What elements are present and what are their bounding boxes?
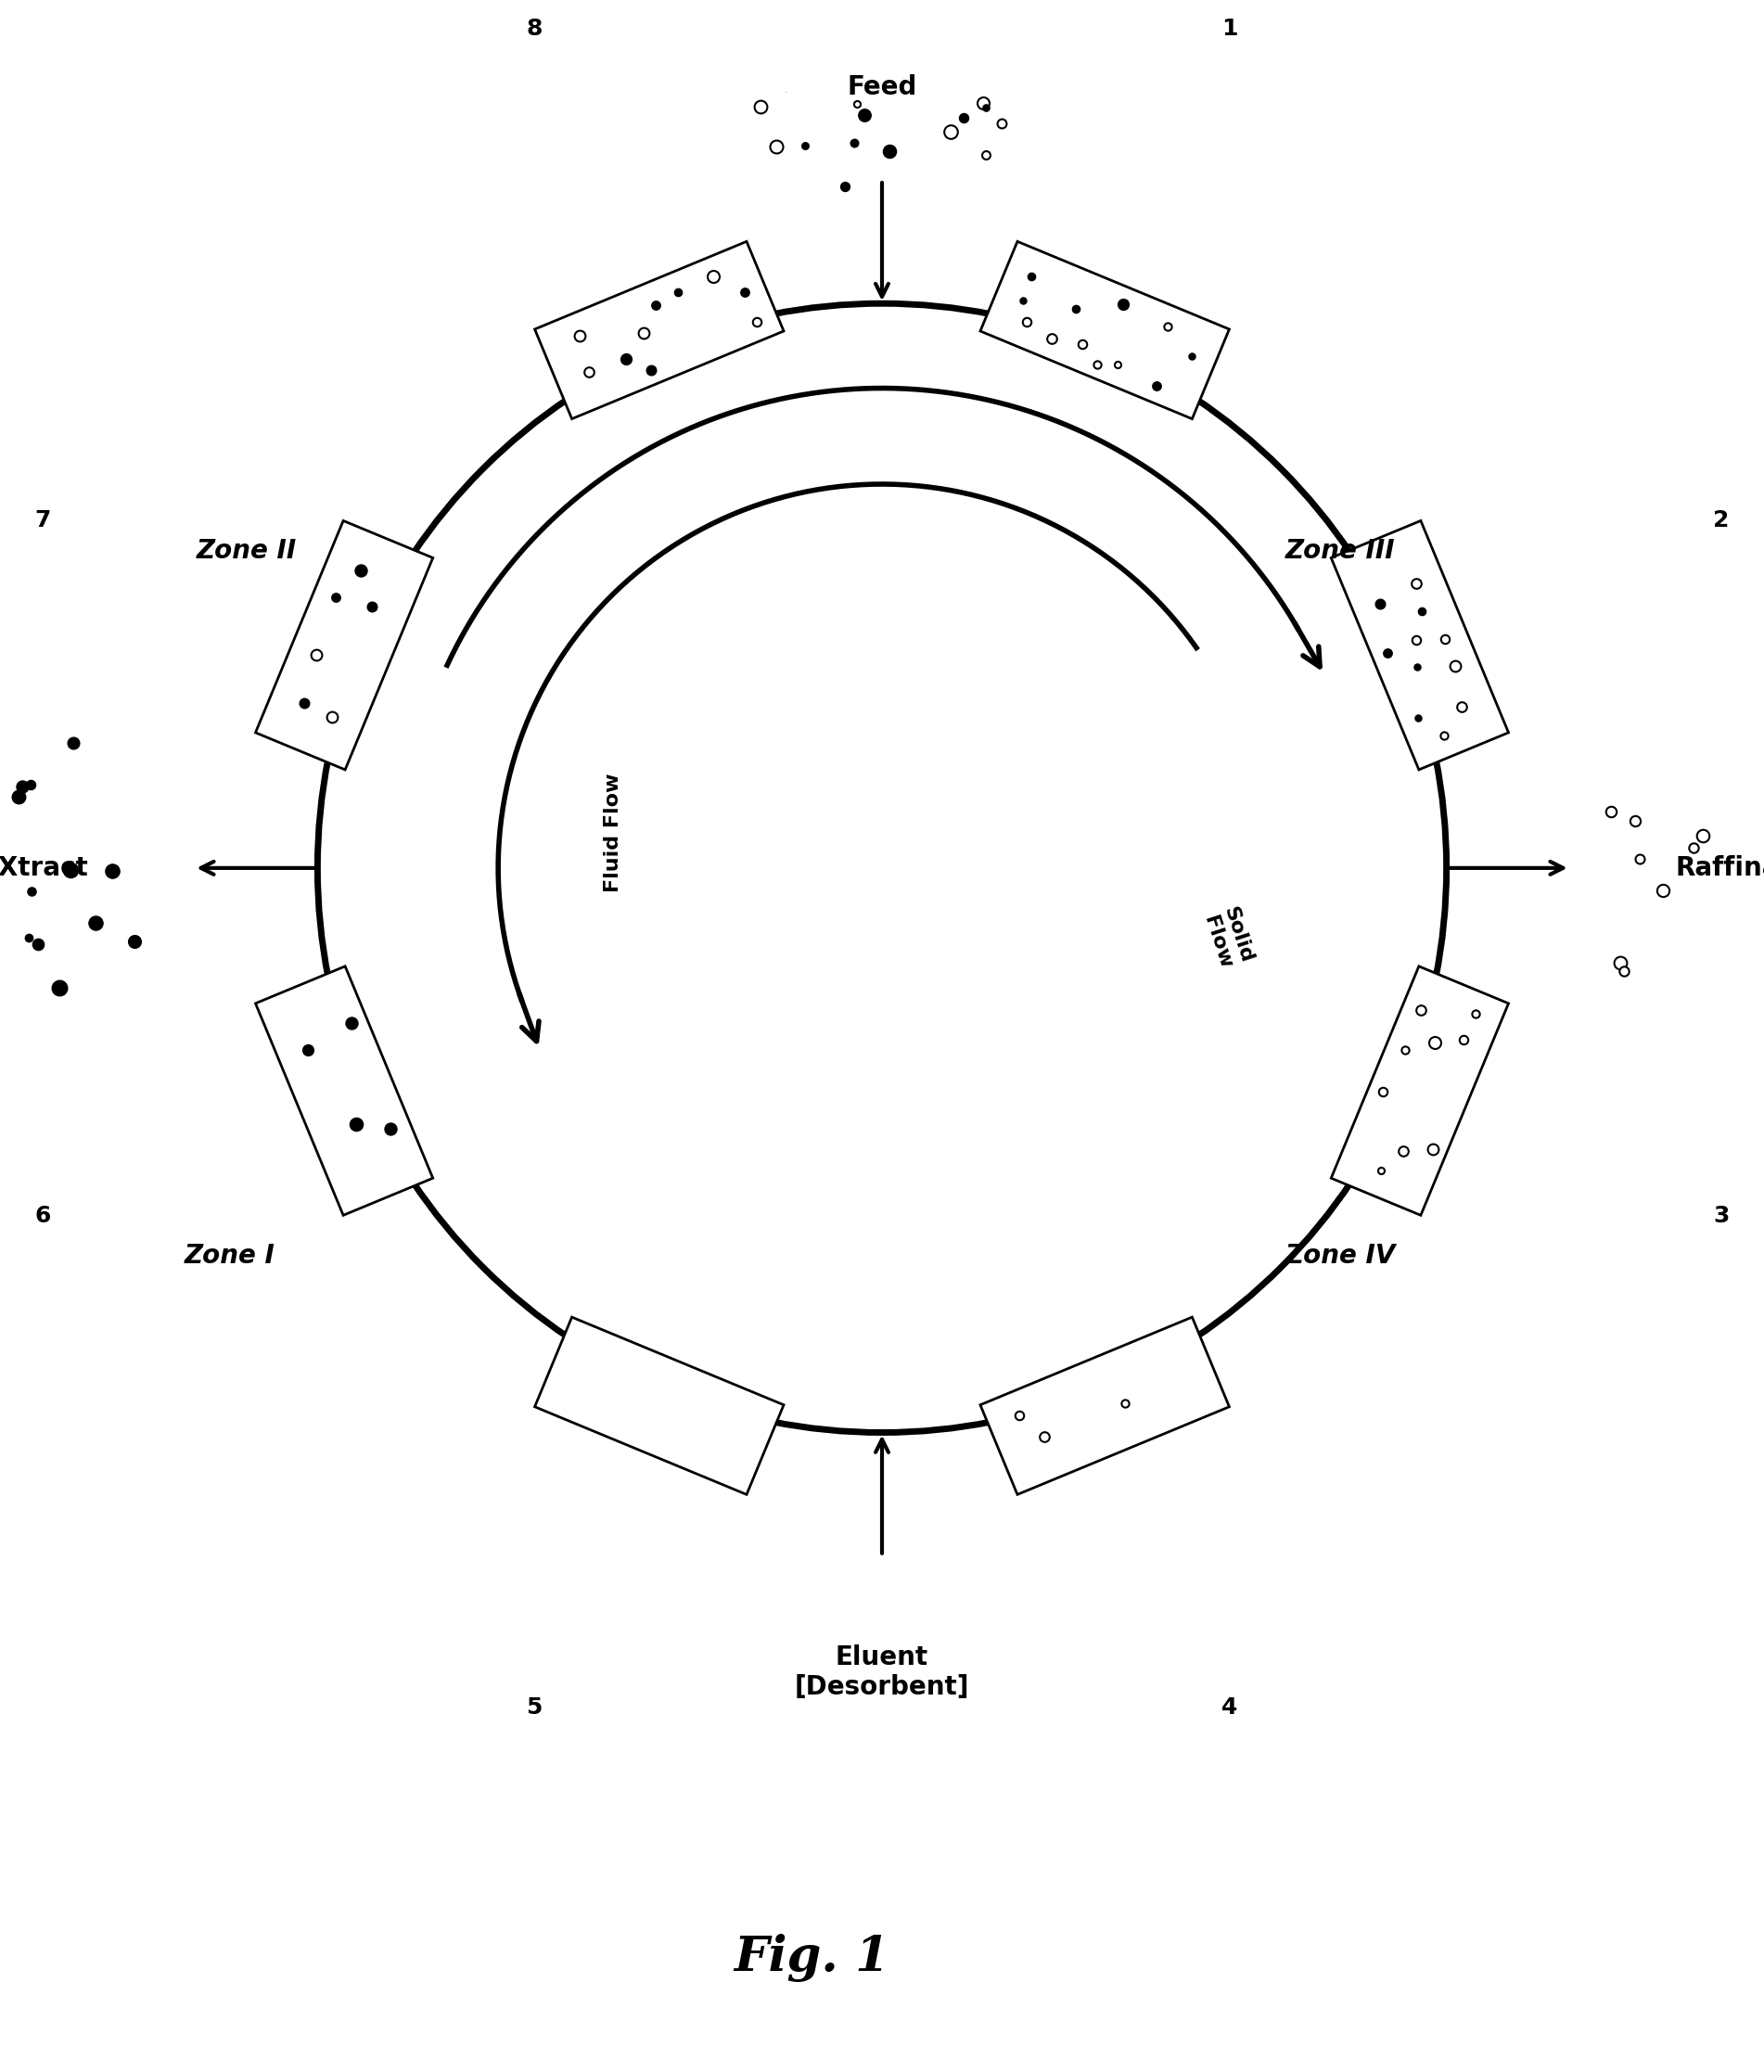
Text: 1: 1 xyxy=(1221,17,1238,39)
Text: Zone I: Zone I xyxy=(183,1243,275,1268)
Text: 4: 4 xyxy=(1222,1697,1238,1718)
Text: Raffinate: Raffinate xyxy=(1676,856,1764,881)
Polygon shape xyxy=(981,242,1230,419)
Text: Fluid Flow: Fluid Flow xyxy=(603,773,623,893)
Text: Eluent
[Desorbent]: Eluent [Desorbent] xyxy=(794,1645,970,1701)
Text: 7: 7 xyxy=(35,510,51,530)
Text: 3: 3 xyxy=(1713,1204,1729,1227)
Text: Zone II: Zone II xyxy=(198,537,296,564)
Text: 6: 6 xyxy=(35,1204,51,1227)
Text: Solid
Flow: Solid Flow xyxy=(1200,905,1256,972)
Text: Feed: Feed xyxy=(847,75,917,102)
Text: 2: 2 xyxy=(1713,510,1729,530)
Text: Zone IV: Zone IV xyxy=(1286,1243,1395,1268)
Text: 5: 5 xyxy=(526,1697,542,1718)
Polygon shape xyxy=(1332,520,1508,769)
Text: Fig. 1: Fig. 1 xyxy=(734,1933,889,1983)
Polygon shape xyxy=(534,242,783,419)
Text: 8: 8 xyxy=(526,17,542,39)
Text: EXtract: EXtract xyxy=(0,856,88,881)
Polygon shape xyxy=(1332,966,1508,1216)
Polygon shape xyxy=(534,1318,783,1494)
Text: Zone III: Zone III xyxy=(1286,537,1395,564)
Polygon shape xyxy=(256,966,432,1216)
Polygon shape xyxy=(981,1318,1230,1494)
Polygon shape xyxy=(256,520,432,769)
